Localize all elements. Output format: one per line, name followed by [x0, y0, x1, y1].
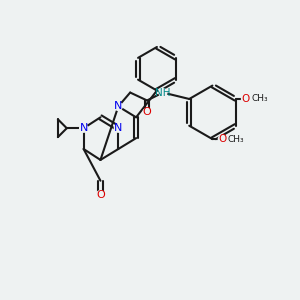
Text: N: N	[80, 123, 88, 133]
Circle shape	[97, 190, 104, 199]
Text: O: O	[96, 190, 105, 200]
Circle shape	[242, 95, 250, 103]
Circle shape	[218, 135, 226, 143]
Circle shape	[80, 124, 88, 132]
Text: N: N	[114, 123, 122, 133]
Circle shape	[114, 124, 122, 132]
Circle shape	[114, 102, 122, 110]
Circle shape	[159, 88, 167, 97]
Text: O: O	[143, 107, 152, 117]
Circle shape	[143, 108, 151, 116]
Text: CH₃: CH₃	[228, 135, 244, 144]
Text: CH₃: CH₃	[251, 94, 268, 103]
Text: O: O	[218, 134, 226, 144]
Text: O: O	[242, 94, 250, 104]
Text: NH: NH	[155, 88, 171, 98]
Text: N: N	[114, 101, 122, 111]
